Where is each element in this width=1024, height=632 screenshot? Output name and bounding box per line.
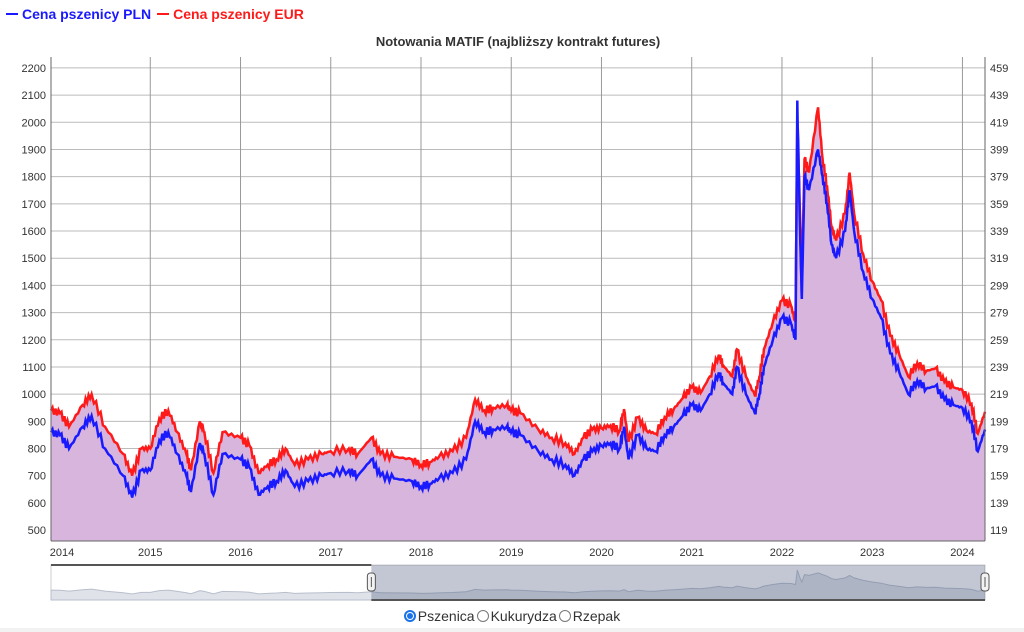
radio-kukurydza[interactable]: Kukurydza — [476, 608, 557, 624]
navigator-selected-range[interactable] — [371, 565, 985, 600]
legend-swatch-pln — [6, 13, 18, 15]
y-right-tick-label: 419 — [990, 117, 1008, 129]
y-right-tick-label: 459 — [990, 63, 1008, 75]
y-right-tick-label: 439 — [990, 90, 1008, 102]
y-right-tick-label: 119 — [990, 525, 1008, 537]
x-tick-label: 2024 — [950, 547, 974, 559]
x-tick-label: 2015 — [138, 547, 162, 559]
footer-bar — [0, 628, 1024, 632]
y-left-tick-label: 700 — [28, 471, 46, 483]
y-left-tick-label: 1000 — [22, 389, 46, 401]
x-tick-label: 2018 — [409, 547, 433, 559]
x-tick-label: 2022 — [770, 547, 794, 559]
axes: 500 600 700 800 900 1000 1100 1200 1300 1400 1500 1… — [22, 57, 1008, 559]
y-right-tick-label: 239 — [990, 362, 1008, 374]
radio-circle[interactable] — [476, 610, 489, 622]
radio-label: Kukurydza — [490, 608, 557, 624]
y-left-tick-label: 2200 — [22, 63, 46, 75]
y-left-tick-label: 2100 — [22, 90, 46, 102]
y-left-tick-label: 1400 — [22, 280, 46, 292]
y-left-tick-label: 1800 — [22, 172, 46, 184]
y-right-tick-label: 179 — [990, 444, 1008, 456]
chart-title: Notowania MATIF (najbliższy kontrakt fut… — [376, 34, 660, 49]
radio-circle-checked[interactable] — [403, 610, 416, 622]
y-left-tick-label: 1700 — [22, 199, 46, 211]
y-right-tick-label: 339 — [990, 226, 1008, 238]
navigator-series — [50, 569, 986, 601]
legend-swatch-eur — [157, 13, 170, 15]
x-tick-label: 2016 — [228, 547, 252, 559]
y-left-tick-label: 2000 — [22, 117, 46, 129]
y-right-tick-label: 219 — [990, 389, 1008, 401]
price-chart: Notowania MATIF (najbliższy kontrakt fut… — [22, 34, 1008, 601]
radio-circle[interactable] — [558, 610, 571, 622]
x-tick-label: 2019 — [499, 547, 523, 559]
navigator[interactable] — [50, 564, 990, 601]
x-tick-label: 2017 — [319, 547, 343, 559]
radio-label: Rzepak — [572, 608, 621, 624]
y-left-tick-label: 800 — [28, 444, 46, 456]
pln-series-line — [49, 100, 987, 499]
x-tick-label: 2023 — [860, 547, 884, 559]
y-right-tick-label: 199 — [990, 416, 1008, 428]
y-left-tick-label: 1500 — [22, 253, 46, 265]
legend-item-eur[interactable]: Cena pszenicy EUR — [157, 6, 304, 22]
y-left-tick-label: 600 — [28, 498, 46, 510]
radio-rzepak[interactable]: Rzepak — [558, 608, 621, 624]
y-left-tick-label: 1300 — [22, 308, 46, 320]
y-right-tick-label: 159 — [990, 471, 1008, 483]
pln-area-fill — [51, 107, 985, 542]
legend-label-pln: Cena pszenicy PLN — [22, 6, 152, 22]
commodity-radio-group: Pszenica Kukurydza Rzepak — [0, 608, 1024, 624]
y-right-tick-label: 319 — [990, 253, 1008, 265]
y-left-tick-label: 1600 — [22, 226, 46, 238]
y-right-tick-label: 399 — [990, 144, 1008, 156]
legend: Cena pszenicy PLN Cena pszenicy EUR — [6, 6, 304, 22]
radio-pszenica[interactable]: Pszenica — [403, 608, 475, 624]
y-left-tick-label: 900 — [28, 416, 46, 428]
y-right-tick-label: 259 — [990, 335, 1008, 347]
eur-series-line — [49, 107, 987, 477]
y-right-tick-label: 279 — [990, 308, 1008, 320]
y-left-tick-label: 1900 — [22, 144, 46, 156]
y-right-tick-label: 379 — [990, 172, 1008, 184]
radio-label: Pszenica — [417, 608, 475, 624]
y-right-tick-label: 299 — [990, 280, 1008, 292]
x-tick-label: 2021 — [679, 547, 703, 559]
x-tick-label: 2020 — [589, 547, 613, 559]
x-tick-label: 2014 — [50, 547, 74, 559]
y-left-tick-label: 1100 — [22, 362, 46, 374]
y-right-tick-label: 359 — [990, 199, 1008, 211]
legend-label-eur: Cena pszenicy EUR — [173, 6, 304, 22]
legend-item-pln[interactable]: Cena pszenicy PLN — [6, 6, 151, 22]
y-left-tick-label: 500 — [28, 525, 46, 537]
y-right-tick-label: 139 — [990, 498, 1008, 510]
y-left-tick-label: 1200 — [22, 335, 46, 347]
